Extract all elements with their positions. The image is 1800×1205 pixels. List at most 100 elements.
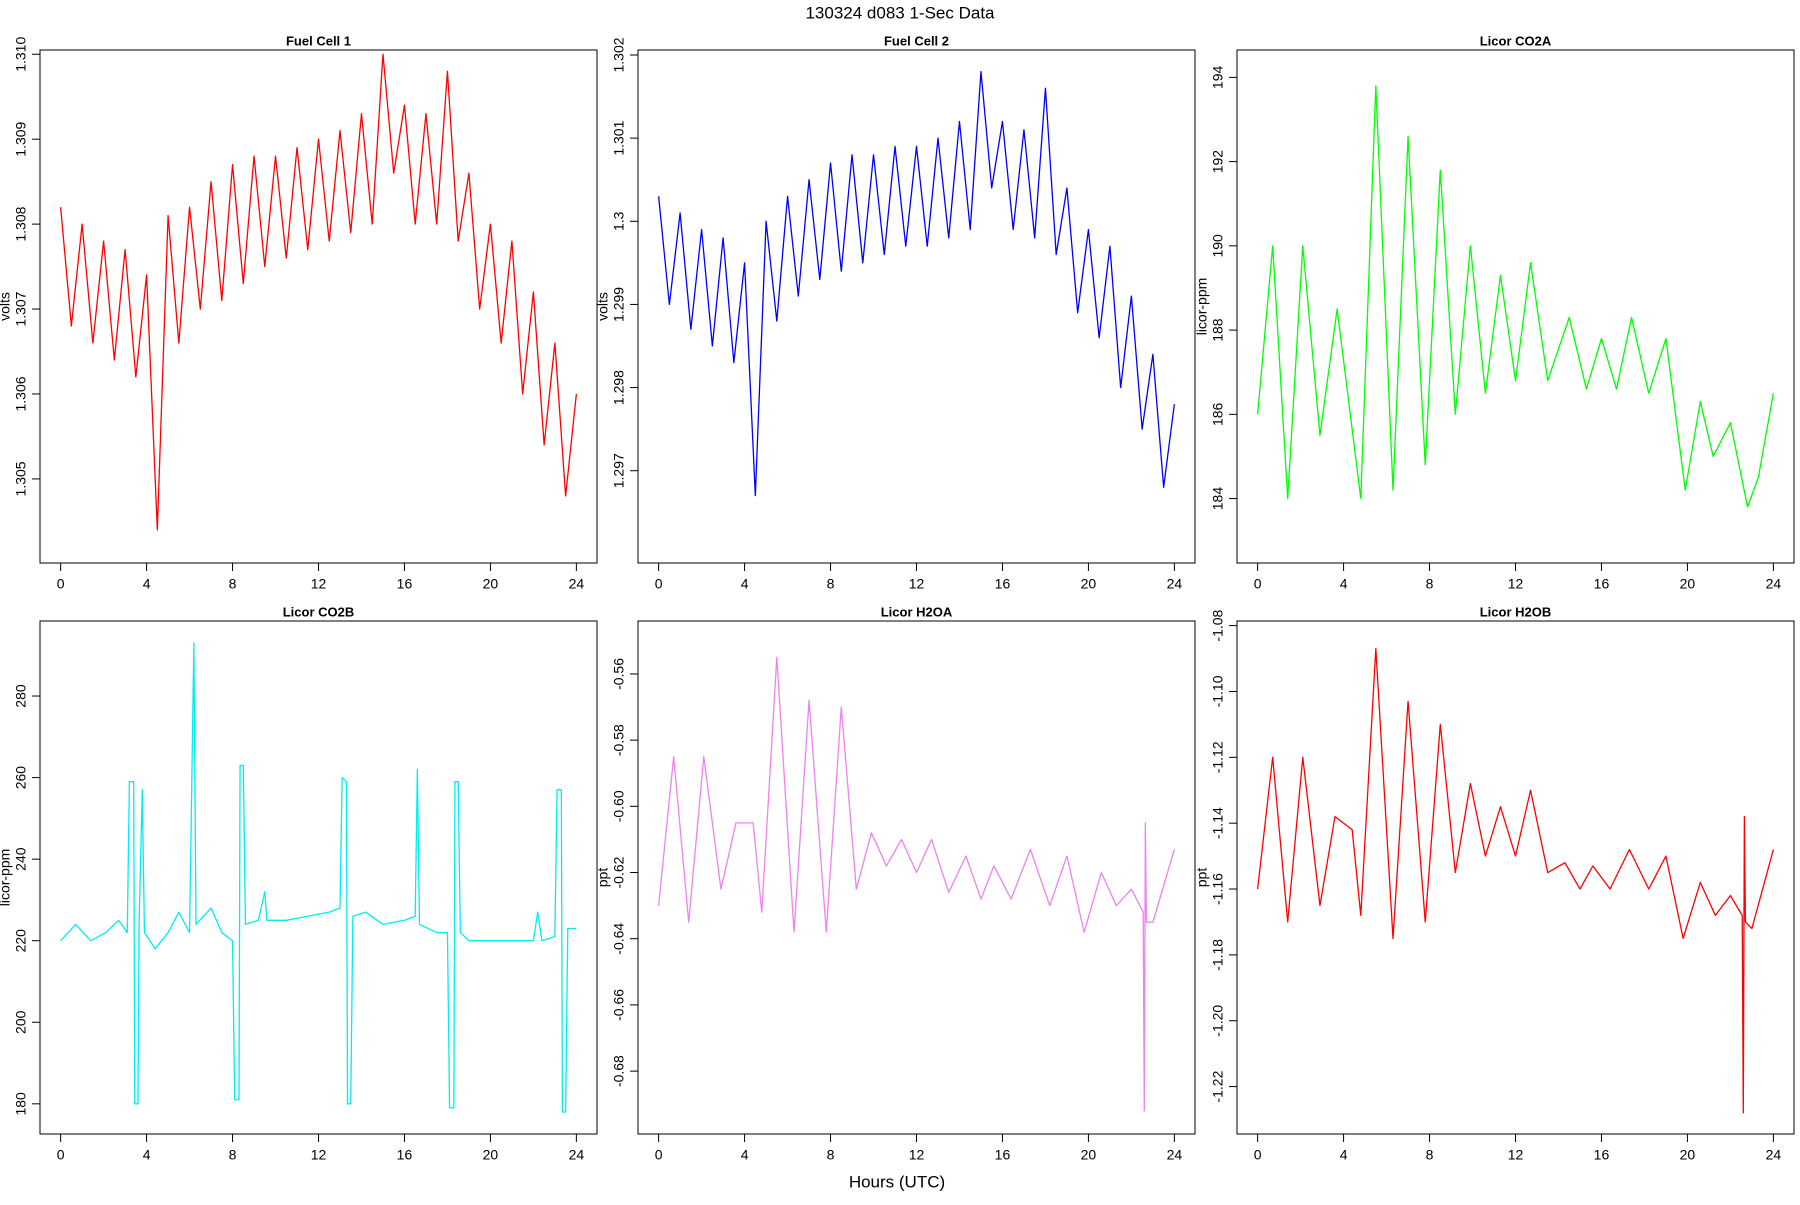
x-tick-label: 24 (1167, 1147, 1183, 1163)
x-tick-label: 20 (483, 576, 499, 592)
x-tick-label: 16 (1594, 1147, 1610, 1163)
y-tick-label: 1.297 (611, 453, 627, 488)
x-tick-label: 12 (311, 1147, 327, 1163)
y-tick-label: -0.66 (611, 989, 627, 1021)
data-line (59, 53, 578, 531)
y-axis-label: ppt (595, 868, 611, 888)
y-tick-label: -1.14 (1210, 807, 1226, 839)
x-tick-label: 0 (655, 1147, 663, 1163)
x-tick-label: 0 (57, 1147, 65, 1163)
y-tick-label: -0.58 (611, 724, 627, 756)
plot-frame (39, 49, 598, 564)
y-tick-label: 280 (13, 684, 29, 708)
plot-frame (637, 620, 1196, 1135)
y-axis-label: volts (595, 292, 611, 321)
x-tick-label: 24 (569, 576, 585, 592)
x-tick-label: 0 (655, 576, 663, 592)
y-axis-label: ppt (1194, 868, 1210, 888)
panel-title: Fuel Cell 1 (286, 33, 351, 48)
plot-frame (39, 620, 598, 1135)
y-tick-label: 1.302 (611, 37, 627, 72)
y-tick-label: -0.62 (611, 856, 627, 888)
x-tick-label: 4 (143, 576, 151, 592)
x-tick-label: 16 (995, 576, 1011, 592)
y-tick-label: 180 (13, 1092, 29, 1116)
x-tick-label: 20 (1680, 576, 1696, 592)
x-tick-label: 4 (143, 1147, 151, 1163)
x-tick-label: 4 (741, 576, 749, 592)
y-tick-label: -1.08 (1210, 609, 1226, 641)
y-tick-label: 220 (13, 929, 29, 953)
y-tick-label: -0.64 (611, 923, 627, 955)
x-tick-label: 12 (1508, 576, 1524, 592)
y-tick-label: 1.298 (611, 370, 627, 405)
data-line (60, 642, 577, 1113)
y-tick-label: -1.20 (1210, 1005, 1226, 1037)
y-tick-label: -0.60 (611, 790, 627, 822)
y-tick-label: 1.305 (13, 461, 29, 496)
y-tick-label: 184 (1210, 487, 1226, 511)
x-tick-label: 16 (397, 1147, 413, 1163)
x-tick-label: 20 (483, 1147, 499, 1163)
x-tick-label: 0 (1254, 1147, 1262, 1163)
panel-title: Licor CO2A (1480, 33, 1552, 48)
y-tick-label: 240 (13, 847, 29, 871)
y-tick-label: 192 (1210, 150, 1226, 174)
y-tick-label: 194 (1210, 65, 1226, 89)
x-tick-label: 0 (57, 576, 65, 592)
x-tick-label: 8 (827, 1147, 835, 1163)
data-line (1256, 85, 1775, 508)
y-tick-label: 190 (1210, 234, 1226, 258)
x-tick-label: 24 (1167, 576, 1183, 592)
x-tick-label: 16 (995, 1147, 1011, 1163)
y-tick-label: 1.299 (611, 287, 627, 322)
x-tick-label: 4 (741, 1147, 749, 1163)
x-tick-label: 20 (1680, 1147, 1696, 1163)
y-tick-label: 260 (13, 766, 29, 790)
x-tick-label: 24 (1766, 576, 1782, 592)
x-tick-label: 0 (1254, 576, 1262, 592)
x-tick-label: 12 (909, 1147, 925, 1163)
x-tick-label: 8 (827, 576, 835, 592)
y-tick-label: 1.306 (13, 376, 29, 411)
data-line (657, 70, 1176, 497)
y-tick-label: 1.310 (13, 37, 29, 72)
data-line (657, 656, 1175, 1112)
y-tick-label: -1.18 (1210, 939, 1226, 971)
y-tick-label: 200 (13, 1010, 29, 1034)
x-tick-label: 4 (1340, 1147, 1348, 1163)
y-tick-label: -1.22 (1210, 1070, 1226, 1102)
panel-title: Licor H2OB (1480, 604, 1552, 619)
y-tick-label: 1.307 (13, 291, 29, 326)
x-tick-label: 12 (1508, 1147, 1524, 1163)
panel-title: Licor H2OA (881, 604, 953, 619)
data-line (1256, 648, 1774, 1114)
x-tick-label: 12 (909, 576, 925, 592)
y-axis-label: volts (0, 292, 13, 321)
x-tick-label: 8 (1426, 576, 1434, 592)
x-tick-label: 20 (1081, 1147, 1097, 1163)
x-tick-label: 8 (1426, 1147, 1434, 1163)
x-tick-label: 8 (229, 576, 237, 592)
y-tick-label: -0.56 (611, 658, 627, 690)
y-tick-label: 1.308 (13, 206, 29, 241)
x-axis-label: Hours (UTC) (849, 1172, 945, 1191)
y-tick-label: 1.3 (611, 211, 627, 231)
y-tick-label: -1.12 (1210, 741, 1226, 773)
x-tick-label: 12 (311, 576, 327, 592)
x-tick-label: 24 (569, 1147, 585, 1163)
y-axis-label: licor-ppm (1194, 278, 1210, 336)
x-tick-label: 8 (229, 1147, 237, 1163)
y-tick-label: 186 (1210, 402, 1226, 426)
y-tick-label: -1.10 (1210, 675, 1226, 707)
y-tick-label: 1.309 (13, 121, 29, 156)
panel-title: Fuel Cell 2 (884, 33, 949, 48)
panel-title: Licor CO2B (283, 604, 355, 619)
x-tick-label: 16 (397, 576, 413, 592)
plot-frame (1236, 49, 1795, 564)
y-tick-label: 188 (1210, 318, 1226, 342)
plot-frame (637, 49, 1196, 564)
x-tick-label: 4 (1340, 576, 1348, 592)
y-axis-label: licor-ppm (0, 849, 13, 907)
